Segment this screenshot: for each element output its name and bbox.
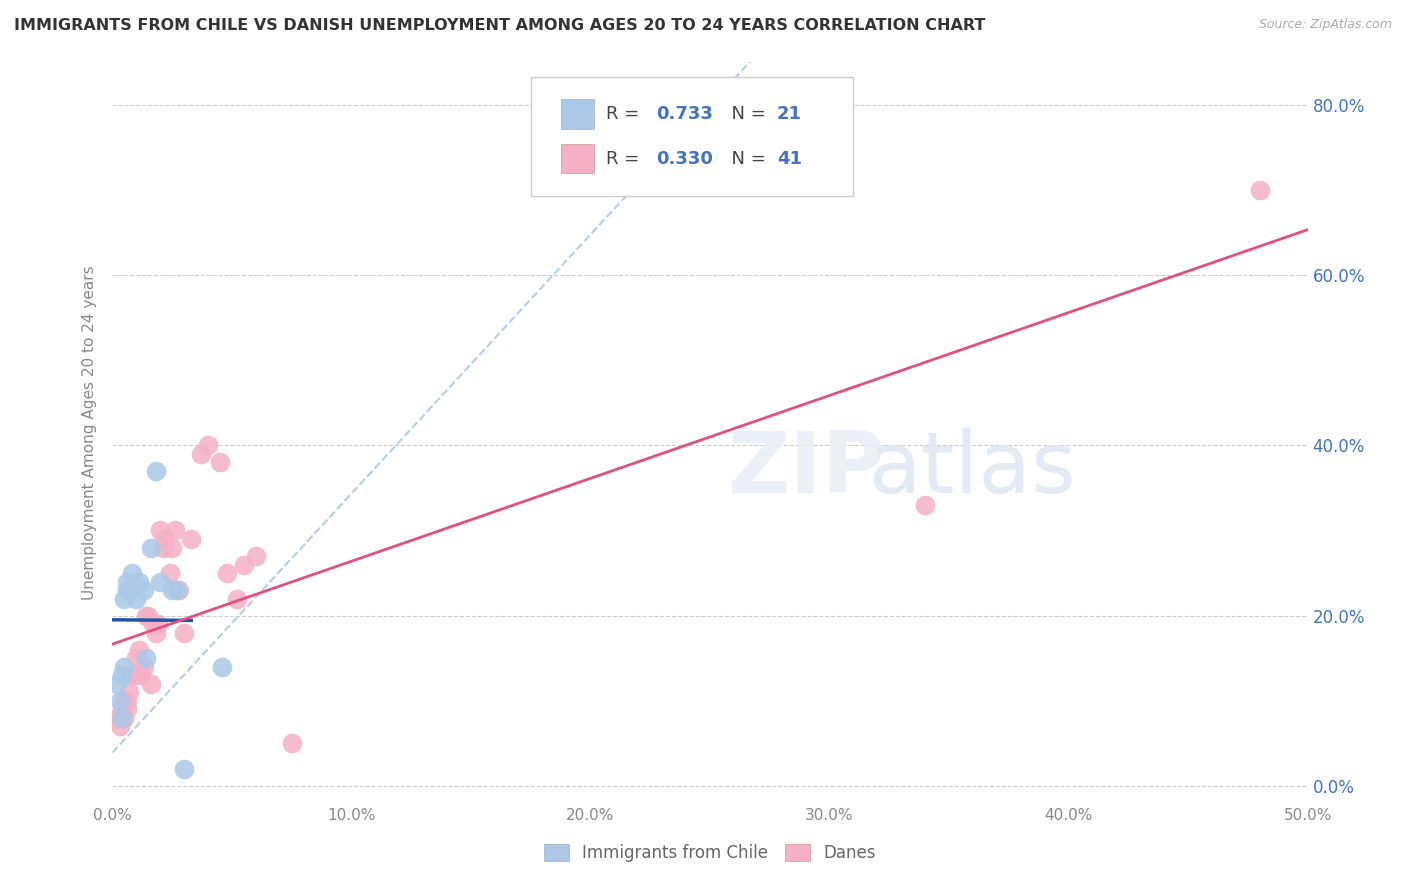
Point bbox=[142, 617, 165, 632]
Point bbox=[111, 702, 134, 716]
Point bbox=[122, 668, 145, 682]
Point bbox=[135, 651, 157, 665]
Point bbox=[139, 541, 162, 555]
Point bbox=[121, 668, 143, 682]
Point bbox=[115, 582, 138, 597]
Text: 0.733: 0.733 bbox=[657, 105, 713, 123]
Text: IMMIGRANTS FROM CHILE VS DANISH UNEMPLOYMENT AMONG AGES 20 TO 24 YEARS CORRELATI: IMMIGRANTS FROM CHILE VS DANISH UNEMPLOY… bbox=[14, 18, 986, 33]
Point bbox=[114, 659, 135, 673]
Point bbox=[146, 617, 169, 632]
Point bbox=[139, 676, 162, 690]
Point bbox=[190, 447, 212, 461]
Y-axis label: Unemployment Among Ages 20 to 24 years: Unemployment Among Ages 20 to 24 years bbox=[82, 265, 97, 600]
Text: 21: 21 bbox=[778, 105, 801, 123]
Text: N =: N = bbox=[720, 150, 770, 168]
Point bbox=[138, 608, 160, 623]
Point bbox=[125, 591, 148, 606]
Text: Source: ZipAtlas.com: Source: ZipAtlas.com bbox=[1258, 18, 1392, 31]
Point bbox=[128, 642, 150, 657]
Point bbox=[166, 582, 188, 597]
Point bbox=[245, 549, 267, 563]
Point bbox=[132, 659, 155, 673]
Point bbox=[108, 719, 131, 733]
Point bbox=[115, 574, 138, 589]
Point bbox=[135, 608, 157, 623]
Point bbox=[108, 711, 131, 725]
Point bbox=[173, 762, 195, 776]
Point bbox=[111, 711, 134, 725]
Text: R =: R = bbox=[606, 150, 645, 168]
Point bbox=[132, 582, 155, 597]
Point bbox=[149, 524, 172, 538]
Point bbox=[169, 582, 191, 597]
Point bbox=[114, 591, 135, 606]
Point bbox=[114, 694, 135, 708]
Point bbox=[145, 464, 167, 478]
Point bbox=[162, 541, 183, 555]
Point bbox=[121, 566, 143, 580]
Text: atlas: atlas bbox=[869, 428, 1077, 511]
Point bbox=[128, 574, 150, 589]
Legend: Immigrants from Chile, Danes: Immigrants from Chile, Danes bbox=[537, 837, 883, 869]
Point bbox=[125, 651, 148, 665]
Point bbox=[105, 711, 128, 725]
Point bbox=[914, 498, 936, 512]
Text: N =: N = bbox=[720, 105, 770, 123]
Point bbox=[118, 582, 141, 597]
Point bbox=[108, 694, 131, 708]
FancyBboxPatch shape bbox=[561, 99, 595, 129]
Point bbox=[162, 582, 183, 597]
Point bbox=[180, 532, 202, 546]
Point bbox=[197, 438, 219, 452]
Point bbox=[115, 694, 138, 708]
Point bbox=[217, 566, 239, 580]
Point bbox=[225, 591, 247, 606]
FancyBboxPatch shape bbox=[531, 78, 853, 195]
Point bbox=[209, 455, 232, 469]
Point bbox=[111, 668, 134, 682]
Point bbox=[145, 625, 167, 640]
Point bbox=[163, 524, 186, 538]
Point bbox=[159, 566, 181, 580]
Point bbox=[152, 541, 174, 555]
Text: R =: R = bbox=[606, 105, 645, 123]
Point bbox=[118, 685, 141, 699]
Point bbox=[211, 659, 233, 673]
Point bbox=[105, 676, 128, 690]
Point bbox=[1249, 183, 1271, 197]
Text: ZIP: ZIP bbox=[727, 428, 884, 511]
Text: 41: 41 bbox=[778, 150, 801, 168]
Point bbox=[111, 711, 134, 725]
FancyBboxPatch shape bbox=[561, 144, 595, 173]
Point bbox=[173, 625, 195, 640]
Point bbox=[233, 558, 256, 572]
Point bbox=[149, 574, 172, 589]
Point bbox=[281, 736, 304, 750]
Text: 0.330: 0.330 bbox=[657, 150, 713, 168]
Point bbox=[115, 702, 138, 716]
Point bbox=[114, 711, 135, 725]
Point bbox=[153, 532, 176, 546]
Point bbox=[129, 668, 152, 682]
